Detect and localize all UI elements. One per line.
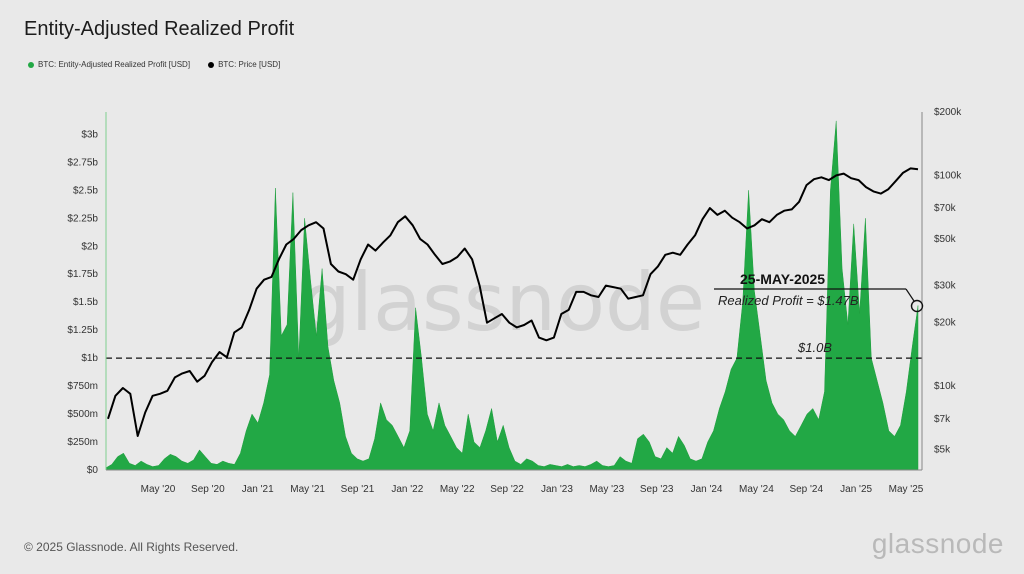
y-left-tick-label: $2.75b [67, 157, 98, 168]
x-tick-label: Sep '22 [490, 484, 524, 495]
brand-logo-text: glassnode [871, 528, 1004, 559]
x-tick-label: May '21 [290, 484, 325, 495]
y-right-tick-label: $30k [934, 281, 957, 292]
y-left-tick-label: $2.25b [67, 213, 98, 224]
y-left-tick-label: $3b [81, 129, 98, 140]
annotation-leader-diagonal [905, 288, 915, 302]
annotation-date: 25-MAY-2025 [740, 271, 825, 287]
y-right-tick-label: $100k [934, 170, 962, 181]
y-left-tick-label: $2b [81, 241, 98, 252]
legend-label-price: BTC: Price [USD] [218, 60, 281, 69]
realized-profit-area [105, 120, 919, 471]
x-tick-label: May '25 [889, 484, 924, 495]
y-right-tick-label: $200k [934, 107, 962, 118]
chart-title: Entity-Adjusted Realized Profit [24, 18, 295, 40]
legend-dot-green [28, 61, 34, 68]
y-left-tick-label: $2.5b [73, 185, 98, 196]
x-tick-label: May '24 [739, 484, 774, 495]
x-tick-label: May '23 [589, 484, 624, 495]
y-right-tick-label: $7k [934, 414, 951, 425]
legend-label-realized-profit: BTC: Entity-Adjusted Realized Profit [US… [38, 60, 191, 69]
legend-item-realized-profit[interactable]: BTC: Entity-Adjusted Realized Profit [US… [28, 60, 190, 69]
x-tick-label: May '20 [141, 484, 176, 495]
y-left-tick-label: $500m [67, 409, 98, 420]
x-tick-label: Jan '25 [840, 484, 872, 495]
x-tick-label: Sep '24 [789, 484, 823, 495]
y-left-tick-label: $0 [87, 465, 99, 476]
y-left-tick-label: $1.25b [67, 325, 98, 336]
y-left-tick-label: $250m [67, 437, 98, 448]
y-left-tick-label: $1.75b [67, 269, 98, 280]
y-left-tick-label: $1.5b [73, 297, 98, 308]
legend: BTC: Entity-Adjusted Realized Profit [US… [28, 60, 280, 69]
x-axis: May '20 Sep '20 Jan '21 May '21 Sep '21 Jan '… [141, 484, 924, 495]
left-axis: $0 $250m $500m $750m $1b $1.25b $1.5b $1.75b $2b… [67, 129, 98, 476]
x-tick-label: Jan '23 [541, 484, 573, 495]
legend-item-price[interactable]: BTC: Price [USD] [208, 60, 280, 69]
right-axis: $5k $7k $10k $20k $30k $50k $70k $100k $200k [934, 107, 962, 456]
x-tick-label: Sep '20 [191, 484, 225, 495]
x-tick-label: Sep '23 [640, 484, 674, 495]
annotation-text: Realized Profit = $1.47B [718, 293, 859, 308]
y-right-tick-label: $70k [934, 203, 957, 214]
y-right-tick-label: $50k [934, 234, 957, 245]
x-tick-label: Jan '24 [691, 484, 723, 495]
x-tick-label: Sep '21 [341, 484, 375, 495]
y-right-tick-label: $5k [934, 445, 951, 456]
y-right-tick-label: $10k [934, 381, 957, 392]
x-tick-label: Jan '22 [391, 484, 423, 495]
copyright: © 2025 Glassnode. All Rights Reserved. [24, 540, 239, 554]
x-tick-label: May '22 [440, 484, 475, 495]
reference-line-label: $1.0B [797, 340, 832, 355]
y-left-tick-label: $1b [81, 353, 98, 364]
x-tick-label: Jan '21 [242, 484, 274, 495]
legend-dot-black [208, 61, 215, 68]
watermark: glassnode [300, 256, 705, 349]
y-left-tick-label: $750m [67, 381, 98, 392]
annotation-marker [910, 299, 924, 313]
y-right-tick-label: $20k [934, 318, 957, 329]
price-line [107, 167, 919, 437]
